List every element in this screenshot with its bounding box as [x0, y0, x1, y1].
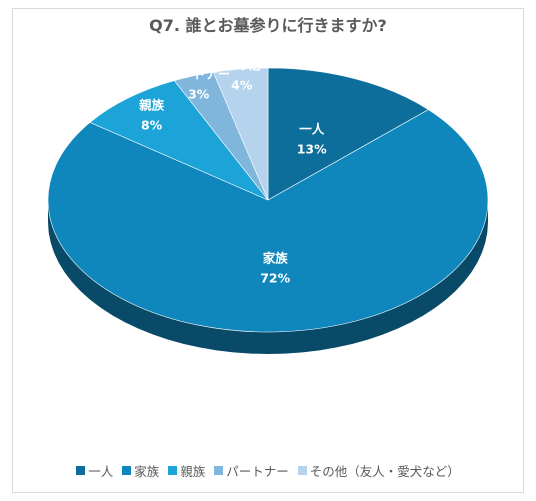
slice-value-5: 4% — [231, 78, 253, 93]
legend-swatch-5 — [297, 466, 307, 475]
pie-slice-5 — [212, 67, 269, 201]
legend-swatch-3 — [168, 466, 178, 475]
slice-value-4: 3% — [188, 87, 210, 102]
pie-side-2 — [48, 200, 488, 354]
slice-value-1: 13% — [297, 141, 327, 156]
pie-slice-3 — [89, 80, 269, 201]
slice-label-1: 一人 — [299, 121, 325, 136]
slice-value-2: 72% — [260, 271, 290, 286]
legend-swatch-1 — [76, 466, 86, 475]
slice-label-4: パートナー — [167, 67, 230, 82]
legend-item-3: 親族 — [168, 461, 205, 480]
legend-label-3: 親族 — [180, 464, 206, 479]
legend-swatch-4 — [214, 466, 224, 475]
legend-item-5: その他（友人・愛犬など） — [297, 461, 460, 480]
legend-item-4: パートナー — [214, 461, 289, 480]
legend-item-1: 一人 — [76, 461, 113, 480]
pie-slice-2 — [47, 109, 489, 333]
chart-title: Q7. 誰とお墓参りに行きますか? — [149, 16, 387, 35]
pie-slice-1 — [267, 67, 429, 201]
legend-label-4: パートナー — [226, 464, 289, 479]
legend-label-5: その他（友人・愛犬など） — [309, 464, 460, 479]
slice-label-5: その他 — [223, 58, 261, 73]
slice-label-2: 家族 — [263, 251, 289, 266]
legend-label-1: 一人 — [88, 464, 114, 479]
chart-legend: 一人 家族 親族 パートナー その他（友人・愛犬など） — [0, 461, 536, 480]
slice-label-3: 親族 — [139, 98, 165, 113]
slice-value-3: 8% — [141, 118, 163, 133]
legend-swatch-2 — [122, 466, 132, 475]
legend-label-2: 家族 — [134, 464, 160, 479]
legend-item-2: 家族 — [122, 461, 159, 480]
